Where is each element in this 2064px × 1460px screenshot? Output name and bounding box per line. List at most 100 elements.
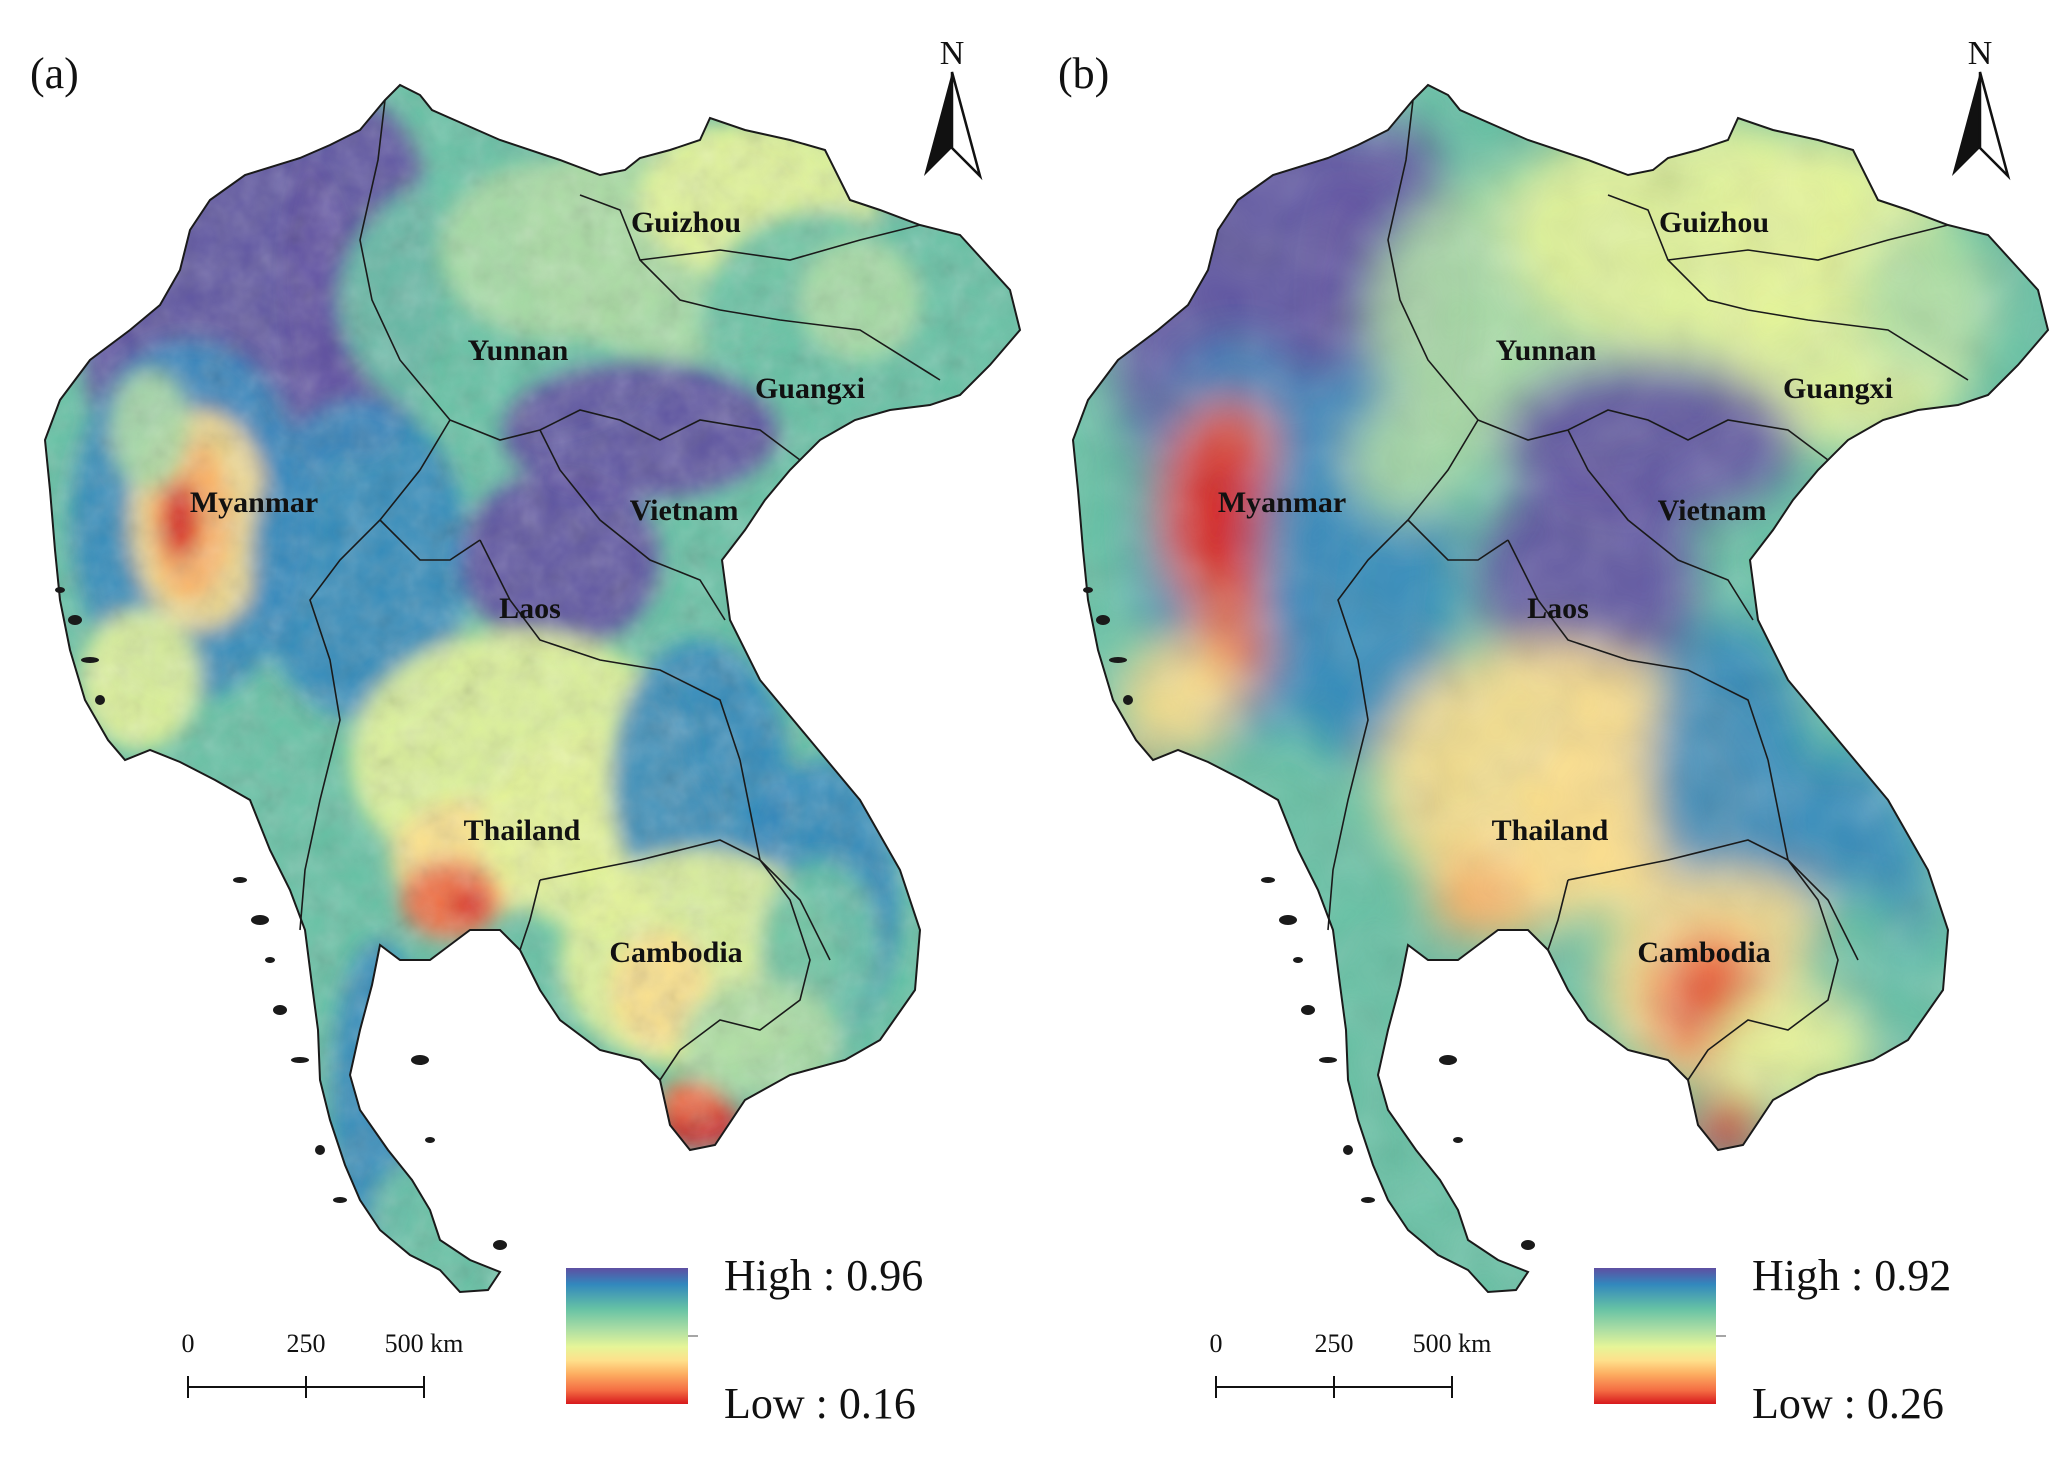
color-legend: High : 0.92 Low : 0.26	[1594, 1251, 1951, 1428]
island	[251, 915, 269, 925]
panel-b: (b) Guizhou Yunnan Guangxi Myanmar Vietnam La…	[1058, 35, 2050, 1428]
admin-boundary	[299, 419, 451, 931]
island	[1319, 1057, 1337, 1063]
admin-boundary	[1667, 224, 1949, 261]
admin-boundary	[1507, 539, 1769, 761]
north-arrow-icon-outline	[950, 71, 983, 181]
island	[233, 877, 247, 883]
raster-patch	[1073, 750, 1148, 810]
boundaries	[1071, 83, 2050, 1294]
region-label-myanmar: Myanmar	[1218, 486, 1346, 519]
region-labels: Guizhou Yunnan Guangxi Myanmar Vietnam Laos Th…	[1218, 206, 1893, 969]
coastline	[43, 83, 1022, 1294]
boundaries	[43, 83, 1022, 1294]
scale-bar: 0 250 500 km	[1210, 1329, 1492, 1398]
scale-tick-250: 250	[1315, 1329, 1354, 1358]
color-legend: High : 0.96 Low : 0.16	[566, 1251, 923, 1428]
region-label-yunnan: Yunnan	[1496, 334, 1597, 367]
admin-boundary	[1567, 839, 1789, 881]
island	[1261, 877, 1275, 883]
scale-bar: 0 250 500 km	[182, 1329, 464, 1398]
admin-boundary	[539, 429, 726, 621]
admin-boundary	[519, 879, 541, 951]
north-arrow-icon-outline	[1978, 71, 2011, 181]
island	[1521, 1240, 1535, 1250]
admin-boundary	[739, 759, 831, 961]
island	[1109, 657, 1127, 663]
admin-boundary	[1767, 759, 1859, 961]
admin-boundary	[1747, 309, 1969, 381]
admin-boundary	[479, 539, 741, 761]
admin-boundary	[1327, 419, 1479, 931]
north-arrow-icon	[924, 72, 952, 176]
scale-tick-0: 0	[1210, 1329, 1223, 1358]
island	[333, 1197, 347, 1203]
region-label-guangxi: Guangxi	[755, 372, 865, 405]
island	[1343, 1145, 1353, 1155]
scale-tick-500: 500 km	[385, 1329, 464, 1358]
admin-boundary	[379, 519, 481, 561]
island	[315, 1145, 325, 1155]
region-label-yunnan: Yunnan	[468, 334, 569, 367]
admin-boundary	[719, 309, 941, 381]
map-raster	[45, 85, 1020, 1292]
island	[68, 615, 82, 625]
legend-low: Low : 0.16	[724, 1379, 916, 1428]
panel-label: (b)	[1058, 49, 1109, 98]
region-label-cambodia: Cambodia	[609, 936, 742, 969]
legend-high: High : 0.96	[724, 1251, 923, 1300]
region-label-vietnam: Vietnam	[630, 494, 739, 527]
island	[81, 657, 99, 663]
island	[55, 587, 65, 593]
region-label-laos: Laos	[499, 592, 561, 625]
island	[1279, 915, 1297, 925]
region-label-cambodia: Cambodia	[1637, 936, 1770, 969]
island	[1083, 587, 1093, 593]
island	[1439, 1055, 1457, 1065]
region-label-laos: Laos	[1527, 592, 1589, 625]
admin-boundary	[1547, 879, 1569, 951]
north-arrow-icon	[1952, 72, 1980, 176]
island	[1123, 695, 1133, 705]
legend-ramp	[566, 1268, 688, 1404]
admin-boundary	[1567, 429, 1754, 621]
island	[1096, 615, 1110, 625]
island	[273, 1005, 287, 1015]
admin-boundary	[639, 224, 921, 261]
scale-tick-0: 0	[182, 1329, 195, 1358]
region-label-vietnam: Vietnam	[1658, 494, 1767, 527]
north-arrow: N	[924, 35, 983, 181]
island	[265, 957, 275, 963]
raster-texture	[45, 85, 1020, 1292]
region-label-thailand: Thailand	[464, 814, 581, 847]
scale-tick-500: 500 km	[1413, 1329, 1492, 1358]
island	[1361, 1197, 1375, 1203]
region-labels: Guizhou Yunnan Guangxi Myanmar Vietnam Laos Th…	[190, 206, 865, 969]
island	[291, 1057, 309, 1063]
legend-ramp	[1594, 1268, 1716, 1404]
island	[411, 1055, 429, 1065]
panel-label: (a)	[30, 49, 79, 98]
scale-tick-250: 250	[287, 1329, 326, 1358]
island	[1301, 1005, 1315, 1015]
north-label: N	[940, 35, 965, 72]
panel-a: (a) Guizhou Yunnan Guangxi Myanmar Vietnam La…	[30, 35, 1022, 1428]
admin-boundary	[1387, 99, 1479, 421]
admin-boundary	[539, 839, 761, 881]
region-label-guangxi: Guangxi	[1783, 372, 1893, 405]
region-label-guizhou: Guizhou	[1659, 206, 1769, 239]
north-label: N	[1968, 35, 1993, 72]
island	[493, 1240, 507, 1250]
admin-boundary	[1407, 519, 1509, 561]
admin-boundary	[359, 99, 451, 421]
admin-boundary	[1687, 859, 1839, 1081]
admin-boundary	[449, 409, 801, 461]
island	[425, 1137, 435, 1143]
admin-boundary	[1477, 409, 1829, 461]
legend-low: Low : 0.26	[1752, 1379, 1944, 1428]
island	[95, 695, 105, 705]
north-arrow: N	[1952, 35, 2011, 181]
region-label-thailand: Thailand	[1492, 814, 1609, 847]
region-label-guizhou: Guizhou	[631, 206, 741, 239]
